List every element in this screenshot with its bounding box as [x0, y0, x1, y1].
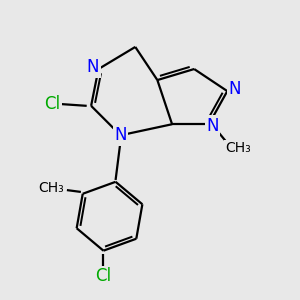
Text: Cl: Cl	[44, 95, 61, 113]
Text: N: N	[114, 126, 127, 144]
Text: CH₃: CH₃	[226, 141, 251, 155]
Text: Cl: Cl	[95, 267, 112, 285]
Text: N: N	[206, 117, 219, 135]
Text: N: N	[87, 58, 99, 76]
Text: CH₃: CH₃	[39, 181, 64, 195]
Text: N: N	[228, 80, 241, 98]
